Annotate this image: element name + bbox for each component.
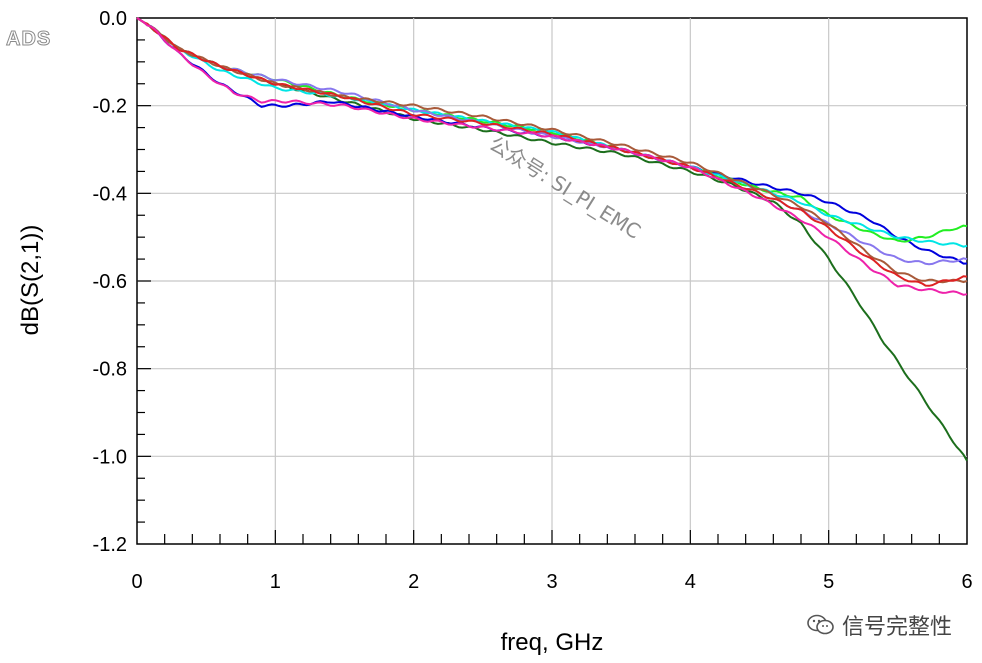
- y-axis-title: dB(S(2,1)): [17, 225, 44, 336]
- x-tick-label: 4: [685, 571, 696, 593]
- axis-labels: 0 1 2 3 4 5 6 0.0 -0.2 -0.4 -0.6 -0.8 -1.0 -1.2: [93, 8, 973, 593]
- x-tick-label: 2: [408, 571, 419, 593]
- series-line: [136, 17, 968, 266]
- x-tick-label: 6: [961, 571, 972, 593]
- minor-ticks: [137, 39, 940, 544]
- y-tick-label: -0.8: [93, 359, 127, 381]
- y-tick-label: -0.4: [93, 183, 127, 205]
- x-tick-label: 1: [270, 571, 281, 593]
- y-tick-label: -0.2: [93, 96, 127, 118]
- x-tick-label: 3: [546, 571, 557, 593]
- series-line: [136, 17, 968, 296]
- y-tick-label: -1.2: [93, 534, 127, 556]
- brand-badge: 信号完整性: [806, 609, 952, 641]
- series-line: [136, 17, 968, 248]
- y-tick-label: 0.0: [99, 8, 127, 30]
- x-tick-label: 5: [823, 571, 834, 593]
- y-tick-label: -1.0: [93, 446, 127, 468]
- x-tick-label: 0: [131, 571, 142, 593]
- x-axis-title: freq, GHz: [501, 629, 604, 656]
- series-line: [136, 17, 968, 284]
- ads-logo: ADS: [5, 28, 52, 51]
- y-tick-label: -0.6: [93, 271, 127, 293]
- wechat-icon: [807, 614, 834, 635]
- brand-text: 信号完整性: [841, 615, 952, 640]
- series-layer: [136, 17, 968, 462]
